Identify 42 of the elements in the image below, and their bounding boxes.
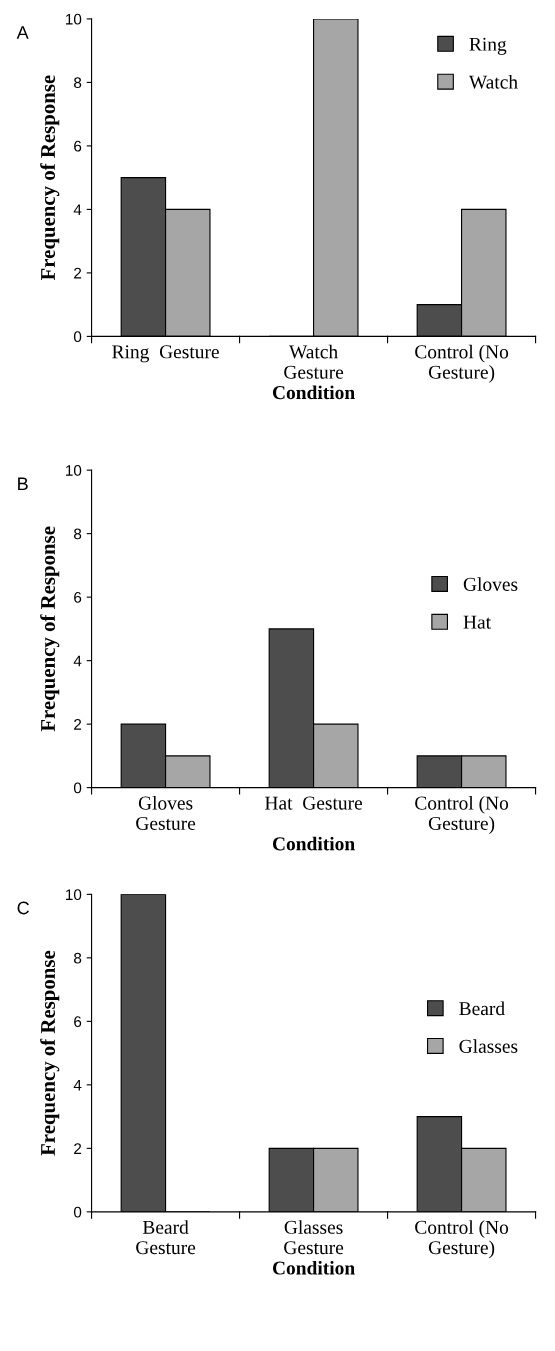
y-tick-label: 0 bbox=[73, 331, 82, 343]
y-tick-label: 6 bbox=[74, 1016, 82, 1028]
x-tick-label: Control (No Gesture) bbox=[415, 1220, 509, 1259]
y-tick-label: 2 bbox=[74, 1143, 82, 1154]
legend-label: Glasses bbox=[459, 1039, 518, 1053]
y-tick-label: 8 bbox=[74, 952, 82, 964]
y-tick-label: 8 bbox=[74, 528, 82, 540]
y-tick-label: 10 bbox=[66, 465, 82, 476]
y-axis-title: Frequency of Response bbox=[40, 950, 60, 1156]
y-tick-label: 4 bbox=[73, 655, 82, 667]
chart-title: B bbox=[18, 477, 28, 490]
y-tick-label: 8 bbox=[74, 77, 82, 89]
y-tick-label: 2 bbox=[74, 267, 82, 279]
x-tick-label: Ring Gesture bbox=[112, 345, 219, 363]
y-tick-label: 4 bbox=[73, 204, 82, 215]
chart-title: C bbox=[17, 901, 29, 915]
chart-title: A bbox=[16, 26, 29, 39]
legend-label: Gloves bbox=[463, 577, 518, 591]
x-axis-title: Condition bbox=[272, 836, 355, 851]
y-axis-title: Frequency of Response bbox=[40, 526, 60, 732]
y-tick-label: 6 bbox=[74, 140, 82, 152]
legend-label: Beard bbox=[459, 1001, 505, 1016]
y-tick-label: 6 bbox=[74, 592, 82, 603]
y-tick-label: 2 bbox=[74, 719, 82, 730]
y-axis-title: Frequency of Response bbox=[40, 75, 60, 281]
legend-label: Ring bbox=[469, 37, 507, 55]
x-tick-label: Watch Gesture bbox=[284, 344, 344, 379]
x-axis-title: Condition bbox=[272, 1260, 355, 1275]
y-tick-label: 0 bbox=[73, 782, 82, 794]
x-tick-label: Control (No Gesture) bbox=[415, 795, 509, 834]
y-tick-label: 0 bbox=[73, 1206, 82, 1218]
x-tick-label: Gloves Gesture bbox=[136, 795, 196, 830]
x-tick-label: Beard Gesture bbox=[136, 1220, 196, 1255]
legend-label: Watch bbox=[468, 74, 518, 89]
y-tick-label: 10 bbox=[66, 13, 82, 25]
x-tick-label: Control (No Gesture) bbox=[415, 344, 509, 383]
y-tick-label: 10 bbox=[66, 889, 82, 901]
legend-label: Hat bbox=[463, 615, 491, 629]
y-tick-label: 4 bbox=[73, 1079, 82, 1091]
x-tick-label: Glasses Gesture bbox=[284, 1220, 344, 1255]
x-axis-title: Condition bbox=[272, 385, 355, 400]
x-tick-label: Hat Gesture bbox=[265, 796, 363, 810]
